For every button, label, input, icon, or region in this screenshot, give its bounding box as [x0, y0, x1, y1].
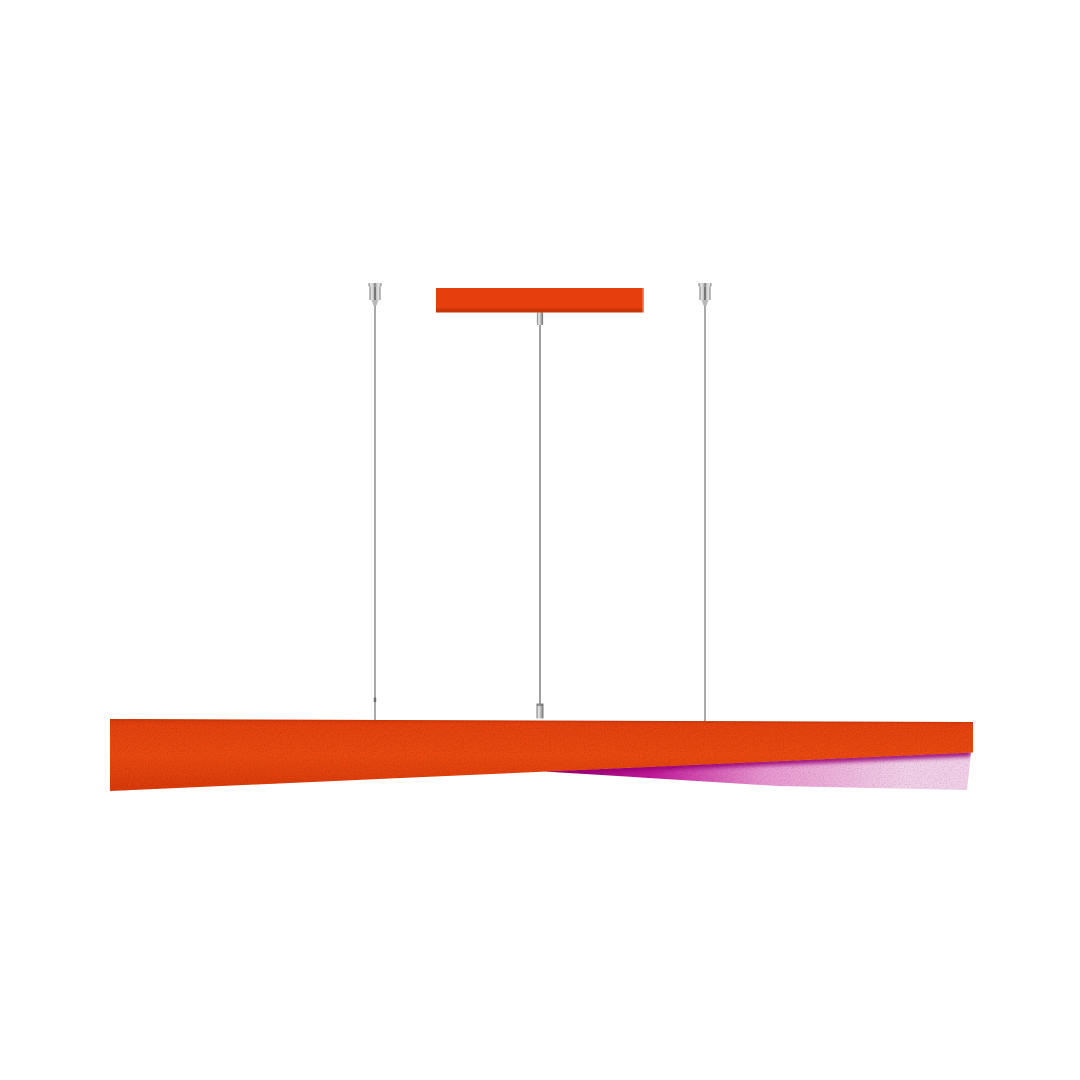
lamp-grain: [110, 719, 973, 791]
lamp-bar: [109, 719, 974, 791]
cable-grip-right: [698, 283, 712, 306]
ferrule-top-band: [536, 703, 544, 706]
ceiling-canopy: [436, 288, 644, 313]
cable-grip-left: [368, 283, 382, 306]
grip-cap: [368, 283, 382, 287]
grip-taper: [371, 300, 379, 306]
grip-cap: [698, 283, 712, 287]
suspension-cables: [373, 304, 706, 721]
canopy-edge-highlight: [642, 288, 644, 313]
grain-underside: [545, 752, 971, 790]
canopy-bar: [436, 288, 644, 313]
cable-crimp: [373, 697, 377, 702]
center-bottom-ferrule: [536, 703, 544, 719]
grip-slit: [374, 287, 376, 300]
grain-face: [110, 719, 973, 791]
grip-slit: [704, 287, 706, 300]
center-top-ferrule: [536, 312, 544, 325]
canopy-bottom-shadow: [436, 308, 644, 313]
ferrule-body: [536, 703, 544, 719]
grip-taper: [701, 300, 709, 306]
